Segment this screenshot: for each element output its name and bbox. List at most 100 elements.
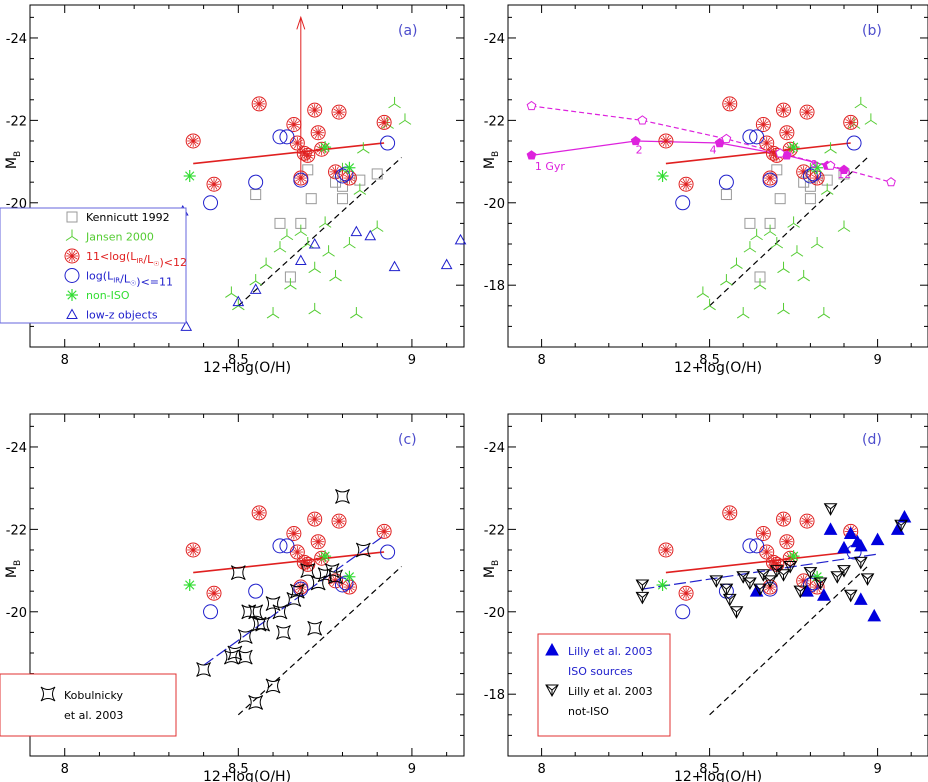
data-point — [854, 96, 868, 109]
y-tick-label: -22 — [6, 114, 27, 129]
legend-label: Lilly et al. 2003 — [568, 685, 653, 698]
data-point — [763, 575, 777, 588]
data-point — [770, 236, 784, 249]
legend-marker — [66, 308, 78, 319]
series-asterisk-circle — [185, 96, 392, 192]
data-point — [656, 170, 669, 182]
data-point — [355, 542, 371, 558]
legend-marker — [40, 686, 56, 702]
legend-label: Jansen 2000 — [85, 231, 154, 244]
data-point — [526, 100, 537, 111]
data-point — [839, 164, 849, 174]
data-point — [816, 588, 831, 601]
legend-label: not-ISO — [568, 705, 609, 718]
data-point — [779, 125, 795, 141]
plot-frame — [29, 4, 465, 348]
legend-marker — [65, 229, 79, 241]
data-point — [793, 585, 808, 599]
data-point — [736, 571, 751, 584]
data-point — [307, 620, 323, 636]
data-point — [799, 513, 815, 529]
data-point — [293, 172, 309, 188]
panel-b: 8 8.5 9 -18 -20 -22 -24 12+log(O/H) MB (b) 1 Gyr 2 4… — [482, 4, 928, 376]
data-point — [272, 538, 288, 554]
data-point — [272, 604, 288, 620]
legend-box — [0, 673, 177, 737]
data-point — [322, 245, 335, 257]
data-point — [753, 278, 767, 290]
data-point — [846, 135, 862, 151]
y-tick-label: -20 — [484, 606, 505, 621]
data-point — [343, 570, 356, 583]
data-point — [251, 505, 267, 521]
x-tick-label: 8.5 — [699, 762, 720, 777]
data-point — [749, 538, 765, 554]
data-point — [759, 544, 775, 560]
data-point — [248, 695, 264, 710]
data-point — [799, 104, 815, 120]
data-point — [274, 217, 286, 229]
data-point — [259, 257, 273, 270]
data-point — [185, 133, 201, 149]
data-point — [203, 604, 219, 620]
line-limit — [709, 157, 868, 307]
y-axis-label: MB — [4, 560, 23, 578]
data-point — [266, 307, 280, 319]
data-point — [398, 113, 412, 125]
line-fit — [193, 142, 385, 165]
data-point — [722, 505, 738, 521]
data-point — [276, 624, 291, 640]
series-circle — [675, 129, 862, 211]
data-point — [319, 141, 332, 154]
y-axis-label: MB — [482, 560, 501, 578]
plot-frame — [507, 413, 928, 757]
data-point — [658, 133, 674, 149]
data-point — [678, 176, 694, 192]
legend-label: et al. 2003 — [64, 709, 123, 722]
data-point — [870, 532, 885, 546]
data-point — [736, 307, 750, 319]
legend-marker — [545, 684, 559, 698]
data-point — [331, 104, 347, 120]
data-point — [237, 629, 253, 644]
data-point — [804, 193, 816, 205]
data-point — [289, 135, 305, 151]
data-point — [894, 519, 908, 533]
data-point — [350, 307, 363, 319]
x-axis-label: 12+log(O/H) — [674, 360, 762, 376]
data-point — [308, 261, 321, 274]
data-point — [371, 168, 383, 180]
data-point — [203, 195, 219, 211]
panel-a: 88.59-18-20-22-2412+log(O/H)MB(a)Kennicu… — [0, 4, 467, 376]
line-kobulnicky-fit — [203, 535, 385, 666]
data-point — [289, 544, 305, 560]
age-label: 1 Gyr — [535, 160, 566, 173]
data-point — [656, 579, 669, 591]
panel-d: 8 8.5 9 -18 -20 -22 -24 12+log(O/H) MB (d) Lilly e… — [482, 413, 928, 782]
data-point — [248, 583, 264, 599]
data-point — [675, 604, 691, 620]
data-point — [388, 260, 401, 272]
line-fit — [665, 142, 851, 165]
y-tick-label: -18 — [484, 279, 505, 294]
data-point — [722, 593, 737, 607]
data-point — [343, 236, 356, 249]
legend: Kennicutt 1992 Jansen 2000 11<log(LIR/L☉)<… — [0, 207, 187, 324]
x-tick-label: 8 — [537, 353, 545, 368]
data-point — [803, 567, 818, 580]
data-point — [308, 237, 321, 249]
data-point — [380, 544, 396, 560]
data-point — [310, 575, 326, 591]
data-point — [750, 228, 763, 241]
data-point — [350, 225, 363, 237]
data-point — [307, 102, 323, 118]
legend-box — [537, 633, 671, 737]
data-point — [284, 278, 297, 290]
data-point — [820, 183, 834, 195]
data-point — [294, 224, 308, 237]
plot-frame — [507, 4, 928, 348]
data-point — [255, 616, 271, 632]
data-point — [720, 189, 732, 201]
data-point — [696, 286, 710, 298]
